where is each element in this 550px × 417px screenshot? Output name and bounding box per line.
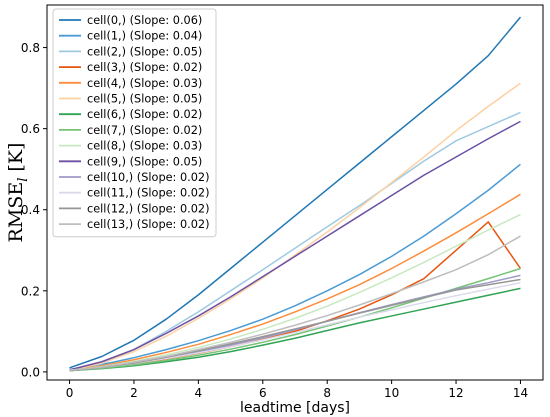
x-tick-label: 10 [384,386,399,400]
series-line-6 [69,287,521,372]
series-line-5 [69,82,521,372]
y-axis-label-subscript: l [16,178,31,182]
legend-box [52,8,217,238]
x-tick-label: 4 [195,386,203,400]
series-line-9 [69,120,521,371]
x-tick-label: 8 [323,386,331,400]
legend-label-13: cell(13,) (Slope: 0.02) [87,218,210,231]
series-line-4 [69,193,521,371]
y-tick-label: 0.8 [21,41,40,55]
legend-label-11: cell(11,) (Slope: 0.02) [87,187,210,200]
y-tick-label: 0.4 [21,203,40,217]
legend-label-10: cell(10,) (Slope: 0.02) [87,171,210,184]
y-axis-label-main: RMSE [5,182,27,243]
legend-label-3: cell(3,) (Slope: 0.02) [87,61,202,74]
y-tick-label: 0.0 [21,365,40,379]
y-tick-label: 0.2 [21,284,40,298]
legend: cell(0,) (Slope: 0.06) cell(1,) (Slope: 0… [52,8,217,238]
legend-label-12: cell(12,) (Slope: 0.02) [87,202,210,215]
x-axis-label: leadtime [days] [240,400,350,416]
legend-label-6: cell(6,) (Slope: 0.02) [87,108,202,121]
series-line-12 [69,278,521,372]
x-tick-label: 12 [448,386,463,400]
legend-label-4: cell(4,) (Slope: 0.03) [87,77,202,90]
series-line-1 [69,163,521,371]
y-axis-label-unit: [K] [5,143,27,178]
series-line-0 [69,16,522,369]
series-line-13 [69,235,521,372]
legend-label-1: cell(1,) (Slope: 0.04) [87,30,202,43]
legend-label-8: cell(8,) (Slope: 0.03) [87,140,202,153]
legend-label-7: cell(7,) (Slope: 0.02) [87,124,202,137]
axis-ticks: 0 2 4 6 8 10 12 14 0.0 0.2 0.4 0.6 0.8 [21,41,528,400]
legend-label-9: cell(9,) (Slope: 0.05) [87,155,202,168]
legend-label-2: cell(2,) (Slope: 0.05) [87,45,202,58]
plot-frame [46,4,544,381]
legend-label-5: cell(5,) (Slope: 0.05) [87,93,202,106]
y-tick-label: 0.6 [21,122,40,136]
series-layer [69,16,522,372]
x-tick-label: 6 [259,386,267,400]
x-tick-label: 14 [513,386,528,400]
y-axis-label: RMSEl [K] [5,143,31,243]
x-tick-label: 2 [130,386,138,400]
series-line-8 [69,213,521,372]
x-tick-label: 0 [66,386,74,400]
legend-label-0: cell(0,) (Slope: 0.06) [87,14,202,27]
